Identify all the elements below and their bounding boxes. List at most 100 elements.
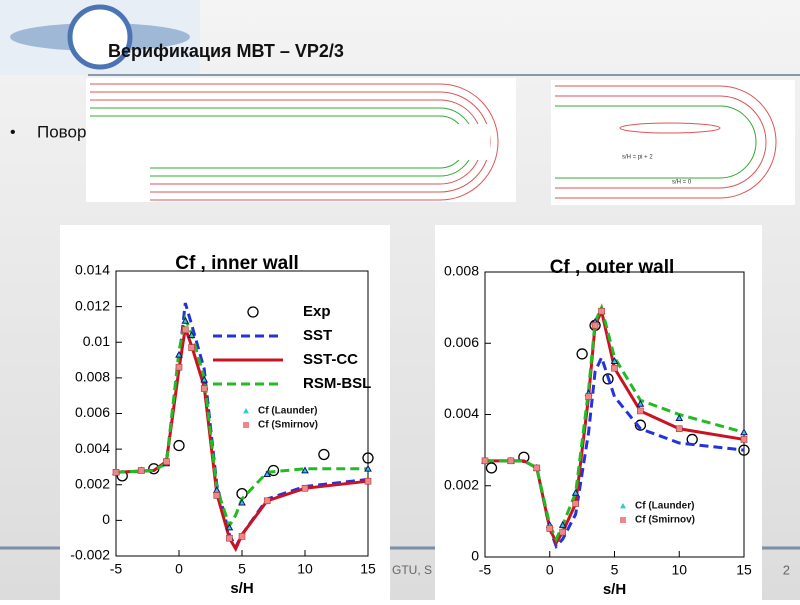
streamlines-right [555,85,777,199]
legend-label: Cf (Launder) [258,406,317,417]
data-point [213,492,221,499]
legend-marker [620,517,626,523]
data-point [636,399,645,407]
data-point [364,477,372,485]
data-line [115,314,368,530]
data-point [546,525,554,532]
y-tick-label: 0.008 [75,369,110,385]
flow-image-right [551,80,795,205]
x-tick-label: -5 [479,562,492,578]
x-tick-label: -5 [110,561,123,577]
data-point [576,348,588,360]
legend-marker [243,408,249,414]
legend-label: Exp [303,303,331,320]
data-point [481,457,489,465]
data-point [571,488,580,496]
data-point [175,363,183,371]
legend-marker [620,503,626,509]
data-point [267,464,280,477]
data-point [602,373,614,385]
data-point [173,439,185,452]
data-point [485,462,498,474]
y-tick-label: 0 [102,511,110,527]
page-number: 2 [783,562,790,577]
y-tick-label: 0.006 [75,404,110,420]
legend-label: SST [303,327,332,344]
x-tick-label: 10 [671,562,687,578]
data-point [507,457,515,465]
data-point [175,350,183,358]
data-point [740,428,748,436]
data-point [137,467,145,474]
data-point [301,466,309,474]
image-label: s/H = pi + 2 [622,155,653,161]
x-tick-label: 0 [175,561,183,577]
data-point [181,316,190,324]
x-tick-label: 5 [611,562,619,578]
legend-marker [247,306,259,318]
data-point [611,364,618,372]
data-point [362,452,374,464]
data-point [263,470,272,477]
y-tick-label: 0.004 [444,405,479,421]
x-tick-label: 0 [546,562,554,578]
y-tick-label: 0.002 [444,476,479,492]
y-tick-label: 0.008 [444,263,479,279]
data-point [238,498,246,506]
data-point [533,464,541,472]
data-point [675,425,683,433]
x-axis-label: s/H [603,581,626,598]
footer-text: GTU, S [392,563,432,577]
data-point [364,464,372,472]
y-tick-label: 0 [471,548,479,564]
data-point [610,357,619,364]
x-tick-label: 5 [238,561,246,577]
legend-label: Cf (Smirnov) [258,420,318,431]
data-point [226,534,233,542]
legend-label: RSM-BSL [303,375,371,392]
legend-label: Cf (Launder) [635,501,694,512]
data-point [675,414,684,421]
chart-title: Cf , outer wall [550,257,675,278]
x-tick-label: 15 [736,562,752,578]
data-point [598,307,605,315]
logo-circle [67,4,133,70]
data-point [200,385,208,392]
data-point [637,407,644,415]
x-axis-label: s/H [230,580,253,597]
data-point [301,485,309,492]
data-point [585,393,592,400]
image-label: s/H = 0 [672,180,692,186]
slide-title: Верификация МВТ – VP2/3 [108,41,344,61]
chart-panel [60,225,390,600]
data-point [591,322,599,329]
y-tick-label: 0.006 [444,334,479,350]
data-point [200,375,209,383]
data-point [225,523,234,531]
data-point [318,448,330,461]
data-point [263,497,271,505]
bullet-dot: • [10,124,16,141]
data-point [738,444,750,456]
data-point [163,458,170,465]
chart-panel [435,225,762,600]
data-point [182,326,189,334]
data-point [112,468,120,476]
data-point [559,528,567,536]
data-point [188,344,195,351]
y-tick-label: 0.01 [83,333,110,349]
data-point [238,533,246,540]
data-point [187,331,196,339]
chart-title: Cf , inner wall [175,253,299,274]
y-tick-label: -0.002 [70,547,110,563]
x-tick-label: 10 [297,561,313,577]
y-tick-label: 0.002 [75,475,110,491]
y-tick-label: 0.012 [75,297,110,313]
y-tick-label: 0.014 [75,262,110,278]
data-point [558,520,567,528]
legend-marker [243,422,249,428]
data-point [740,436,748,443]
data-point [572,500,579,507]
